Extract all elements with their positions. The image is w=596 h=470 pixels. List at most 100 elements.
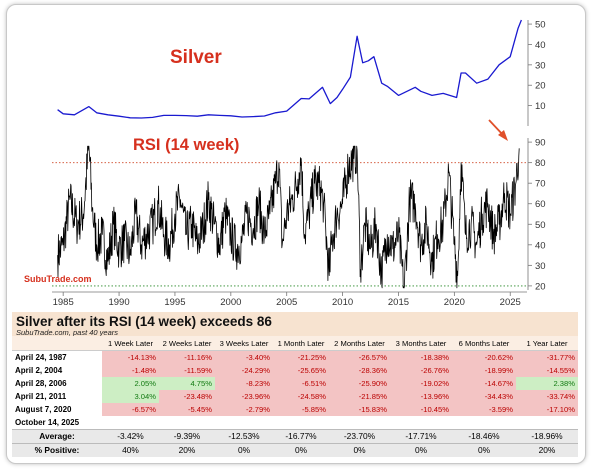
silver-price-line (57, 19, 523, 119)
silver-y-tick-label: 20 (535, 81, 546, 92)
table-cell (390, 416, 452, 430)
table-row: April 28, 2006 2.05% 4.75% -8.23% -6.51% -25.… (12, 377, 578, 390)
row-date: April 2, 2004 (15, 366, 63, 375)
column-header: 2 Weeks Later (159, 336, 215, 351)
summary-cell: -23.70% (329, 429, 390, 444)
table-cell: -5.85% (273, 403, 329, 416)
table-cell: -5.45% (159, 403, 215, 416)
table-row: April 24, 1987 -14.13% -11.16% -3.40% -21.25… (12, 350, 578, 364)
row-date: October 14, 2025 (15, 418, 80, 427)
column-header: 1 Week Later (102, 336, 159, 351)
column-header: 1 Year Later (516, 336, 578, 351)
table-cell (452, 416, 516, 430)
table-cell: -23.96% (215, 390, 273, 403)
summary-cell: 0% (329, 443, 390, 457)
table-row: April 21, 2011 3.04% -23.48% -23.96% -24.58%… (12, 390, 578, 403)
rsi-y-tick-label: 80 (535, 158, 546, 169)
summary-cell: -16.77% (273, 429, 329, 444)
summary-cell: 0% (452, 443, 516, 457)
table-cell: -6.51% (273, 377, 329, 390)
table-cell: -2.79% (215, 403, 273, 416)
x-tick-label: 2015 (388, 297, 409, 308)
table-cell (273, 416, 329, 430)
table-cell: -1.48% (102, 364, 159, 377)
table-cell: -10.45% (390, 403, 452, 416)
x-axis: 1985 1990 1995 2000 2005 2010 2015 2020 2025 (52, 291, 527, 308)
summary-cell: -12.53% (215, 429, 273, 444)
table-cell: -23.48% (159, 390, 215, 403)
table-cell: -11.16% (159, 350, 215, 364)
summary-cell: -18.46% (452, 429, 516, 444)
x-tick-label: 2000 (220, 297, 241, 308)
table-cell: -17.10% (516, 403, 578, 416)
rsi-y-tick-label: 70 (535, 179, 546, 190)
x-tick-label: 1985 (53, 297, 74, 308)
results-table: 1 Week Later 2 Weeks Later 3 Weeks Later 1 … (12, 336, 578, 457)
table-cell: 4.75% (159, 377, 215, 390)
row-date: April 28, 2006 (15, 379, 67, 388)
table-subtitle: SubuTrade.com, past 40 years (16, 328, 118, 337)
table-cell: -8.23% (215, 377, 273, 390)
table-cell: -24.58% (273, 390, 329, 403)
rsi-y-tick-label: 40 (535, 240, 546, 251)
rsi-line (57, 145, 520, 289)
table-cell (102, 416, 159, 430)
table-cell: -28.36% (329, 364, 390, 377)
header-blank (12, 336, 102, 351)
silver-y-tick-label: 50 (535, 20, 546, 31)
table-title: Silver after its RSI (14 week) exceeds 8… (16, 314, 272, 329)
column-header: 6 Months Later (452, 336, 516, 351)
table-cell: -19.02% (390, 377, 452, 390)
x-tick-label: 2025 (500, 297, 521, 308)
table-cell (329, 416, 390, 430)
table-cell: -11.59% (159, 364, 215, 377)
silver-title: Silver (170, 47, 222, 68)
silver-y-tick-label: 40 (535, 40, 546, 51)
table-cell: -26.76% (390, 364, 452, 377)
results-table-panel: Silver after its RSI (14 week) exceeds 8… (12, 312, 578, 460)
table-cell: -33.74% (516, 390, 578, 403)
x-tick-label: 1990 (108, 297, 129, 308)
arrow-icon (488, 119, 508, 141)
summary-cell: 0% (273, 443, 329, 457)
x-tick-label: 2020 (444, 297, 465, 308)
summary-cell: 40% (102, 443, 159, 457)
summary-cell: 0% (390, 443, 452, 457)
silver-panel: 10 20 30 40 50 (57, 19, 546, 126)
table-cell: -18.99% (452, 364, 516, 377)
table-cell: -34.43% (452, 390, 516, 403)
watermark-text: SubuTrade.com (24, 274, 92, 284)
rsi-y-tick-label: 60 (535, 199, 546, 210)
table-cell: -18.38% (390, 350, 452, 364)
table-row: October 14, 2025 (12, 416, 578, 430)
row-date: April 21, 2011 (15, 392, 67, 401)
summary-label: % Positive: (12, 443, 102, 457)
summary-cell: -3.42% (102, 429, 159, 444)
table-cell: -25.65% (273, 364, 329, 377)
table-cell: -31.77% (516, 350, 578, 364)
table-header: Silver after its RSI (14 week) exceeds 8… (12, 312, 578, 337)
summary-cell: 0% (215, 443, 273, 457)
table-row: April 2, 2004 -1.48% -11.59% -24.29% -25.65%… (12, 364, 578, 377)
table-cell: 3.04% (102, 390, 159, 403)
column-header: 2 Months Later (329, 336, 390, 351)
table-cell: -26.57% (329, 350, 390, 364)
table-cell: 2.38% (516, 377, 578, 390)
rsi-y-tick-label: 20 (535, 281, 546, 292)
row-date: August 7, 2020 (15, 405, 72, 414)
summary-row: % Positive: 40% 20% 0% 0% 0% 0% 0% 20% (12, 443, 578, 457)
table-cell: -24.29% (215, 364, 273, 377)
table-cell: -15.83% (329, 403, 390, 416)
silver-y-tick-label: 30 (535, 60, 546, 71)
table-cell: -21.85% (329, 390, 390, 403)
table-row: August 7, 2020 -6.57% -5.45% -2.79% -5.85% -1… (12, 403, 578, 416)
table-cell: 2.05% (102, 377, 159, 390)
x-tick-label: 1995 (164, 297, 185, 308)
table-cell: -25.90% (329, 377, 390, 390)
column-header: 3 Months Later (390, 336, 452, 351)
column-header: 3 Weeks Later (215, 336, 273, 351)
summary-cell: -18.96% (516, 429, 578, 444)
summary-cell: -17.71% (390, 429, 452, 444)
summary-label: Average: (12, 429, 102, 444)
